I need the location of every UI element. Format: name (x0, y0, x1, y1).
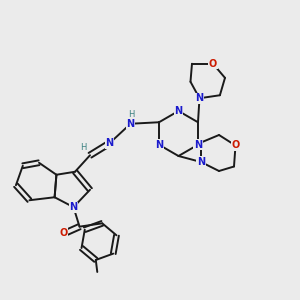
Text: N: N (155, 140, 163, 150)
Text: N: N (174, 106, 183, 116)
Text: H: H (80, 143, 87, 152)
Text: N: N (195, 93, 203, 103)
Text: O: O (209, 59, 217, 69)
Text: N: N (106, 138, 114, 148)
Text: O: O (59, 228, 68, 238)
Text: H: H (128, 110, 135, 118)
Text: N: N (197, 157, 205, 167)
Text: N: N (127, 119, 135, 129)
Text: N: N (70, 202, 78, 212)
Text: N: N (194, 140, 202, 150)
Text: O: O (231, 140, 240, 151)
